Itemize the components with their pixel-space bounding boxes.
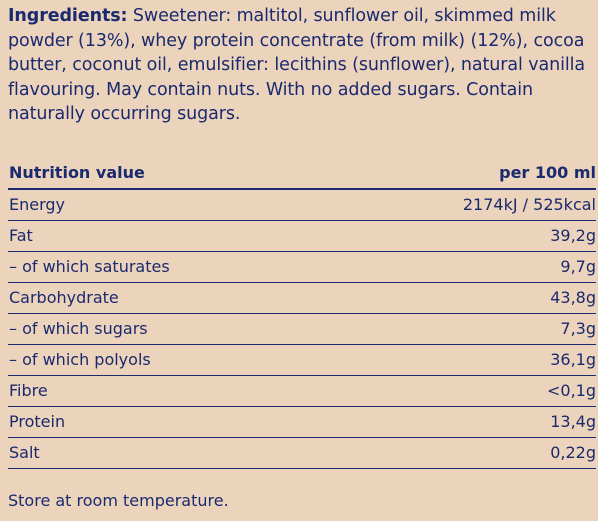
nutrient-name: Carbohydrate [8, 282, 330, 314]
nutrition-header-row: Nutrition value per 100 ml [8, 157, 596, 190]
table-row: – of which sugars 7,3g [8, 313, 596, 345]
table-row: Fibre <0,1g [8, 375, 596, 407]
nutrient-value: 36,1g [329, 344, 596, 376]
nutrient-name: Fat [8, 220, 330, 252]
table-row: – of which saturates 9,7g [8, 251, 596, 283]
nutrient-name: – of which sugars [8, 313, 330, 345]
table-row: Carbohydrate 43,8g [8, 282, 596, 314]
table-row: Salt 0,22g [8, 437, 596, 469]
nutrient-value: 13,4g [329, 406, 596, 438]
ingredients-label: Ingredients: [8, 6, 128, 26]
nutrition-table: Nutrition value per 100 ml Energy 2174kJ… [8, 157, 596, 469]
table-row: – of which polyols 36,1g [8, 344, 596, 376]
nutrient-name: Salt [8, 437, 330, 469]
nutrient-value: 43,8g [329, 282, 596, 314]
storage-instructions: Store at room temperature. [8, 491, 229, 510]
label-content: Ingredients: Sweetener: maltitol, sunflo… [8, 4, 596, 469]
nutrient-value: 9,7g [329, 251, 596, 283]
nutrient-value: 39,2g [329, 220, 596, 252]
nutrient-name: Protein [8, 406, 330, 438]
ingredients-text: Sweetener: maltitol, sunflower oil, skim… [8, 6, 585, 124]
nutrient-name: Energy [8, 188, 330, 221]
ingredients-paragraph: Ingredients: Sweetener: maltitol, sunflo… [8, 4, 594, 127]
table-row: Energy 2174kJ / 525kcal [8, 188, 596, 221]
nutrition-header-value: per 100 ml [329, 157, 596, 190]
nutrient-value: 7,3g [329, 313, 596, 345]
nutrient-name: Fibre [8, 375, 330, 407]
nutrient-value: 0,22g [329, 437, 596, 469]
nutrient-value: <0,1g [329, 375, 596, 407]
table-row: Protein 13,4g [8, 406, 596, 438]
table-row: Fat 39,2g [8, 220, 596, 252]
nutrient-name: – of which polyols [8, 344, 330, 376]
nutrition-header-name: Nutrition value [8, 157, 330, 190]
nutrient-name: – of which saturates [8, 251, 330, 283]
nutrient-value: 2174kJ / 525kcal [329, 188, 596, 221]
